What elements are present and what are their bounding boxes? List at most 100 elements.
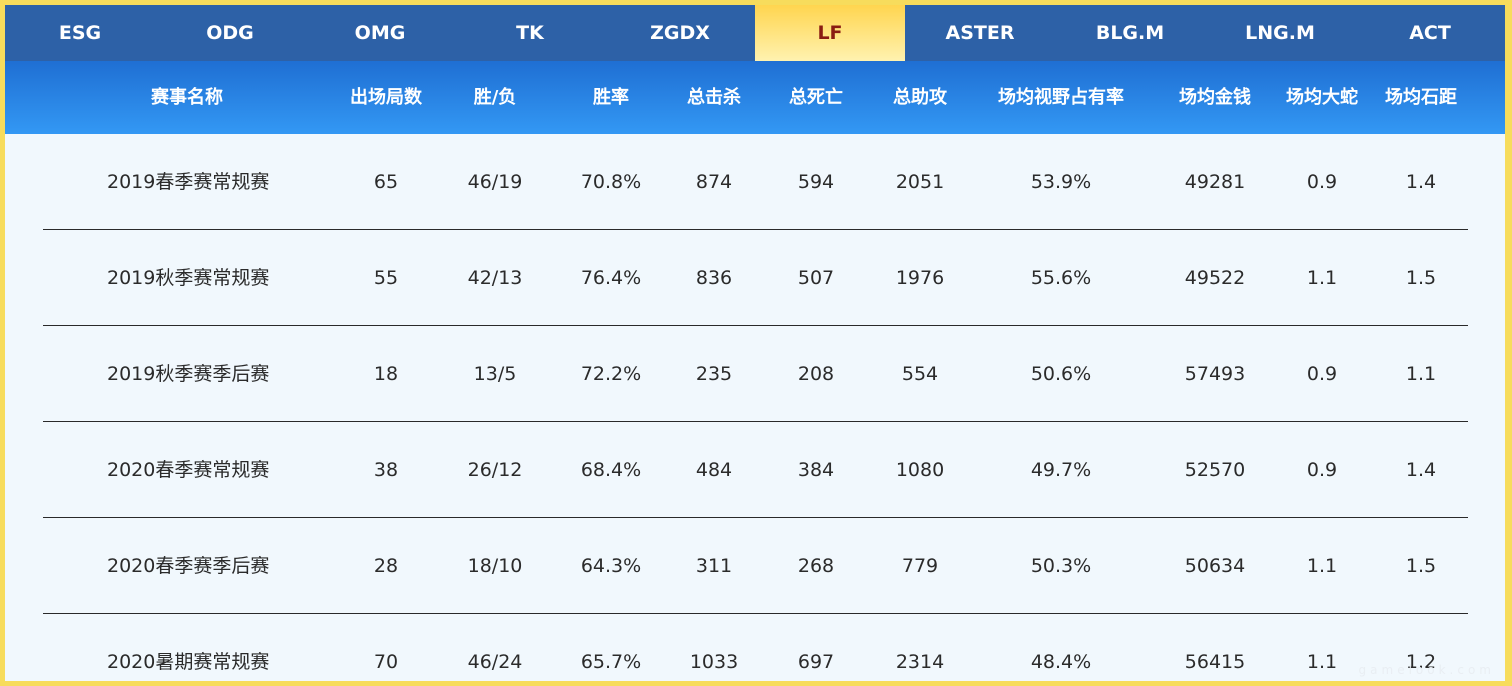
table-cell: 0.9: [1306, 171, 1338, 193]
table-cell: 64.3%: [580, 555, 642, 577]
table-row: 2020暑期赛常规赛 70 46/24 65.7% 1033 697 2314 48.4% 56…: [5, 614, 1505, 681]
table-cell: 384: [797, 459, 835, 481]
table-cell: 49.7%: [1030, 459, 1092, 481]
table-cell: 2019秋季赛季后赛: [107, 363, 270, 385]
team-tab-odg[interactable]: ODG: [206, 22, 254, 44]
table-cell: 48.4%: [1030, 651, 1092, 673]
team-tab-esg[interactable]: ESG: [58, 22, 102, 44]
table-cell: 50.3%: [1030, 555, 1092, 577]
table-cell: 53.9%: [1030, 171, 1092, 193]
table-cell: 507: [797, 267, 835, 289]
team-tab-lng-m[interactable]: LNG.M: [1245, 22, 1315, 44]
table-cell: 1.5: [1405, 555, 1437, 577]
table-cell: 235: [695, 363, 733, 385]
column-header: 赛事名称: [151, 87, 223, 108]
column-header: 总助攻: [893, 87, 947, 108]
table-cell: 50634: [1184, 555, 1246, 577]
table-cell: 1.4: [1405, 171, 1437, 193]
table-cell: 1.1: [1405, 363, 1437, 385]
table-cell: 49522: [1184, 267, 1246, 289]
table-cell: 70.8%: [580, 171, 642, 193]
team-tab-tk[interactable]: TK: [516, 22, 544, 44]
table-cell: 1080: [895, 459, 945, 481]
table-cell: 0.9: [1306, 459, 1338, 481]
column-header: 场均金钱: [1179, 87, 1251, 108]
row-divider: [43, 421, 1468, 422]
table-cell: 2019春季赛常规赛: [107, 171, 270, 193]
column-header: 胜/负: [473, 87, 517, 108]
table-row: 2019秋季赛季后赛 18 13/5 72.2% 235 208 554 50.6% 57493…: [5, 326, 1505, 422]
column-header: 场均石距: [1385, 87, 1457, 108]
column-header: 总击杀: [687, 87, 741, 108]
table-cell: 2020暑期赛常规赛: [107, 651, 270, 673]
table-cell: 779: [901, 555, 939, 577]
table-cell: 0.9: [1306, 363, 1338, 385]
table-cell: 554: [901, 363, 939, 385]
table-cell: 2020春季赛季后赛: [107, 555, 270, 577]
table-row: 2020春季赛季后赛 28 18/10 64.3% 311 268 779 50.3% 5063…: [5, 518, 1505, 614]
table-cell: 2019秋季赛常规赛: [107, 267, 270, 289]
table-cell: 1.1: [1306, 651, 1338, 673]
team-tab-zgdx[interactable]: ZGDX: [650, 22, 710, 44]
table-cell: 836: [695, 267, 733, 289]
table-cell: 1.4: [1405, 459, 1437, 481]
table-cell: 874: [695, 171, 733, 193]
column-header: 场均视野占有率: [998, 87, 1124, 108]
column-header: 场均大蛇: [1286, 87, 1358, 108]
table-cell: 1033: [689, 651, 739, 673]
table-cell: 1.1: [1306, 267, 1338, 289]
row-divider: [43, 229, 1468, 230]
table-row: 2019春季赛常规赛 65 46/19 70.8% 874 594 2051 53.9% 492…: [5, 134, 1505, 230]
column-header: 胜率: [593, 87, 629, 108]
table-cell: 72.2%: [580, 363, 642, 385]
team-tab-blg-m[interactable]: BLG.M: [1095, 22, 1165, 44]
table-cell: 2051: [895, 171, 945, 193]
table-cell: 2020春季赛常规赛: [107, 459, 270, 481]
table-cell: 65: [373, 171, 399, 193]
table-cell: 2314: [895, 651, 945, 673]
table-cell: 484: [695, 459, 733, 481]
table-cell: 26/12: [467, 459, 523, 481]
table-cell: 55: [373, 267, 399, 289]
watermark: gamelook.com: [1358, 663, 1495, 677]
table-cell: 55.6%: [1030, 267, 1092, 289]
table-cell: 56415: [1184, 651, 1246, 673]
table-cell: 18: [373, 363, 399, 385]
team-tab-aster[interactable]: ASTER: [945, 22, 1015, 44]
table-cell: 38: [373, 459, 399, 481]
column-header: 出场局数: [350, 87, 422, 108]
row-divider: [43, 325, 1468, 326]
team-tab-bar: ESG ODG OMG TK ZGDX LF ASTER BLG.M LNG.M ACT: [5, 5, 1505, 64]
table-header: 赛事名称 出场局数 胜/负 胜率 总击杀 总死亡 总助攻 场均视野占有率 场均金钱 场均大蛇 场均石…: [5, 61, 1505, 134]
table-cell: 46/19: [467, 171, 523, 193]
table-cell: 18/10: [467, 555, 523, 577]
table-cell: 49281: [1184, 171, 1246, 193]
table-cell: 28: [373, 555, 399, 577]
table-cell: 1976: [895, 267, 945, 289]
table-cell: 13/5: [473, 363, 517, 385]
table-cell: 76.4%: [580, 267, 642, 289]
team-tab-act[interactable]: ACT: [1409, 22, 1451, 44]
table-cell: 52570: [1184, 459, 1246, 481]
table-row: 2020春季赛常规赛 38 26/12 68.4% 484 384 1080 49.7% 525…: [5, 422, 1505, 518]
table-cell: 1.5: [1405, 267, 1437, 289]
stats-panel: ESG ODG OMG TK ZGDX LF ASTER BLG.M LNG.M ACT 赛事名称…: [5, 5, 1505, 681]
table-cell: 594: [797, 171, 835, 193]
table-cell: 208: [797, 363, 835, 385]
table-cell: 42/13: [467, 267, 523, 289]
row-divider: [43, 517, 1468, 518]
table-cell: 57493: [1184, 363, 1246, 385]
table-cell: 697: [797, 651, 835, 673]
row-divider: [43, 613, 1468, 614]
table-cell: 311: [695, 555, 733, 577]
table-cell: 268: [797, 555, 835, 577]
table-cell: 46/24: [467, 651, 523, 673]
column-header: 总死亡: [789, 87, 843, 108]
table-cell: 50.6%: [1030, 363, 1092, 385]
table-cell: 68.4%: [580, 459, 642, 481]
table-cell: 65.7%: [580, 651, 642, 673]
team-tab-omg[interactable]: OMG: [354, 22, 406, 44]
table-row: 2019秋季赛常规赛 55 42/13 76.4% 836 507 1976 55.6% 495…: [5, 230, 1505, 326]
team-tab-lf[interactable]: LF: [755, 5, 905, 61]
table-cell: 70: [373, 651, 399, 673]
